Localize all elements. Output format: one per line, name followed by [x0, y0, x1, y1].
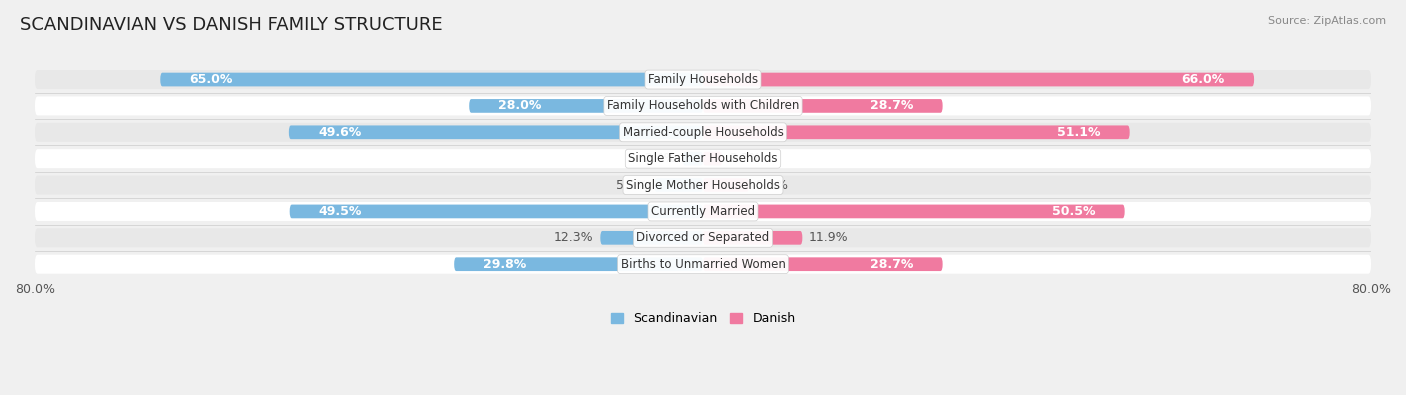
FancyBboxPatch shape [703, 126, 1129, 139]
Text: 50.5%: 50.5% [1052, 205, 1095, 218]
Text: 2.3%: 2.3% [728, 152, 761, 165]
FancyBboxPatch shape [288, 126, 703, 139]
FancyBboxPatch shape [703, 257, 942, 271]
FancyBboxPatch shape [290, 205, 703, 218]
FancyBboxPatch shape [35, 255, 1371, 274]
Text: 28.7%: 28.7% [870, 258, 914, 271]
FancyBboxPatch shape [35, 202, 1371, 221]
Text: 51.1%: 51.1% [1057, 126, 1101, 139]
Text: 11.9%: 11.9% [808, 231, 849, 245]
FancyBboxPatch shape [655, 178, 703, 192]
FancyBboxPatch shape [35, 149, 1371, 168]
Text: 2.4%: 2.4% [644, 152, 676, 165]
Text: 66.0%: 66.0% [1181, 73, 1225, 86]
FancyBboxPatch shape [35, 70, 1371, 89]
FancyBboxPatch shape [35, 175, 1371, 195]
FancyBboxPatch shape [683, 152, 703, 166]
FancyBboxPatch shape [703, 73, 1254, 87]
FancyBboxPatch shape [160, 73, 703, 87]
Text: Family Households: Family Households [648, 73, 758, 86]
FancyBboxPatch shape [35, 96, 1371, 115]
Text: Single Mother Households: Single Mother Households [626, 179, 780, 192]
Text: 65.0%: 65.0% [190, 73, 233, 86]
Text: Currently Married: Currently Married [651, 205, 755, 218]
Text: SCANDINAVIAN VS DANISH FAMILY STRUCTURE: SCANDINAVIAN VS DANISH FAMILY STRUCTURE [20, 16, 443, 34]
Text: 49.5%: 49.5% [319, 205, 363, 218]
FancyBboxPatch shape [454, 257, 703, 271]
Text: Married-couple Households: Married-couple Households [623, 126, 783, 139]
Text: Family Households with Children: Family Households with Children [607, 100, 799, 113]
FancyBboxPatch shape [703, 178, 749, 192]
FancyBboxPatch shape [703, 231, 803, 245]
Text: 5.8%: 5.8% [616, 179, 648, 192]
FancyBboxPatch shape [703, 99, 942, 113]
Text: 5.5%: 5.5% [755, 179, 787, 192]
FancyBboxPatch shape [703, 152, 723, 166]
Text: 12.3%: 12.3% [554, 231, 593, 245]
Text: Births to Unmarried Women: Births to Unmarried Women [620, 258, 786, 271]
Text: Single Father Households: Single Father Households [628, 152, 778, 165]
FancyBboxPatch shape [600, 231, 703, 245]
Text: 29.8%: 29.8% [484, 258, 527, 271]
FancyBboxPatch shape [703, 205, 1125, 218]
Text: Source: ZipAtlas.com: Source: ZipAtlas.com [1268, 16, 1386, 26]
Text: 28.0%: 28.0% [498, 100, 541, 113]
Text: 28.7%: 28.7% [870, 100, 914, 113]
Legend: Scandinavian, Danish: Scandinavian, Danish [606, 307, 800, 330]
Text: 49.6%: 49.6% [318, 126, 361, 139]
Text: Divorced or Separated: Divorced or Separated [637, 231, 769, 245]
FancyBboxPatch shape [470, 99, 703, 113]
FancyBboxPatch shape [35, 123, 1371, 142]
FancyBboxPatch shape [35, 228, 1371, 247]
